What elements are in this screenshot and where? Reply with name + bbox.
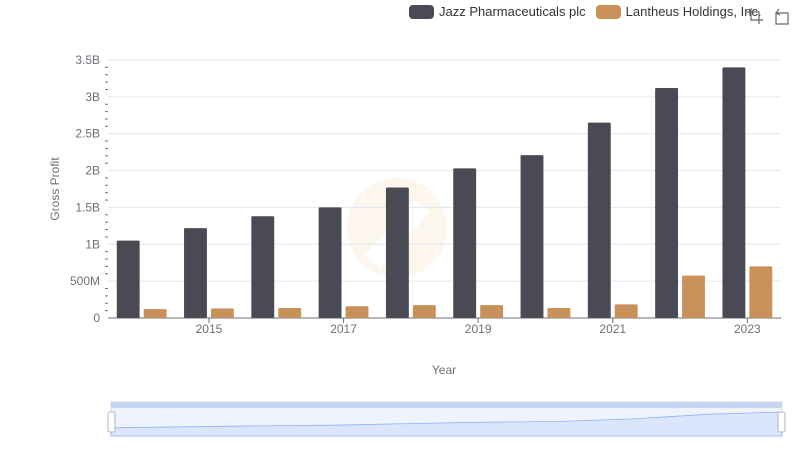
bar-jazz-2023 — [722, 67, 746, 318]
bar-lantheus-2016 — [278, 308, 302, 318]
legend-label: Lantheus Holdings, Inc. — [625, 4, 762, 19]
y-tick-label: 1B — [85, 237, 100, 251]
bar-jazz-2022 — [655, 88, 679, 318]
bar-lantheus-2015 — [210, 308, 234, 318]
y-axis-ticks: 0 500M 1B 1.5B 2B 2.5B 3B 3.5B — [70, 53, 108, 325]
bar-jazz-2015 — [184, 228, 207, 318]
legend-item-lantheus[interactable]: Lantheus Holdings, Inc. — [595, 4, 762, 19]
y-tick-label: 1.5B — [75, 200, 100, 214]
bar-lantheus-2014 — [143, 309, 167, 318]
x-tick-label: 2017 — [330, 322, 357, 336]
zoom-icon[interactable] — [746, 7, 764, 25]
y-tick-label: 2.5B — [75, 127, 100, 141]
bar-jazz-2020 — [520, 155, 544, 318]
legend-swatch — [595, 4, 621, 19]
y-tick-label: 3B — [85, 90, 100, 104]
y-tick-label: 0 — [93, 311, 100, 325]
x-axis-ticks: 2015 2017 2019 2021 2023 — [196, 318, 761, 336]
y-tick-label: 3.5B — [75, 53, 100, 67]
bar-lantheus-2023 — [749, 266, 773, 318]
bar-lantheus-2022 — [682, 275, 705, 318]
zoom-handle-right[interactable] — [777, 411, 786, 433]
restore-icon[interactable] — [772, 7, 790, 25]
y-tick-label: 500M — [70, 274, 100, 288]
x-tick-label: 2021 — [599, 322, 626, 336]
x-tick-label: 2023 — [734, 322, 761, 336]
zoom-slider-bar[interactable] — [111, 402, 782, 408]
zoom-handle-left[interactable] — [107, 411, 116, 433]
bars — [116, 67, 773, 319]
legend: Jazz Pharmaceuticals plc Lantheus Holding… — [409, 4, 772, 19]
y-axis-label: Gross Profit — [48, 157, 62, 221]
bar-lantheus-2017 — [345, 306, 369, 318]
bar-lantheus-2019 — [480, 305, 504, 318]
data-zoom-slider[interactable] — [107, 401, 786, 437]
grid-lines — [108, 59, 781, 282]
bar-jazz-2018 — [385, 187, 409, 318]
bar-lantheus-2018 — [412, 305, 436, 318]
bar-lantheus-2021 — [614, 304, 638, 318]
legend-swatch — [409, 4, 434, 19]
bar-jazz-2016 — [251, 216, 275, 318]
legend-label: Jazz Pharmaceuticals plc — [439, 4, 586, 19]
x-tick-label: 2015 — [196, 322, 223, 336]
y-tick-label: 2B — [85, 164, 100, 178]
legend-item-jazz[interactable]: Jazz Pharmaceuticals plc — [409, 4, 586, 19]
bar-jazz-2021 — [587, 122, 611, 319]
bar-jazz-2014 — [116, 240, 140, 318]
x-axis-label: Year — [432, 363, 456, 377]
bar-lantheus-2020 — [547, 308, 571, 318]
x-tick-label: 2019 — [465, 322, 492, 336]
bar-jazz-2017 — [318, 207, 342, 318]
bar-jazz-2019 — [453, 168, 477, 318]
